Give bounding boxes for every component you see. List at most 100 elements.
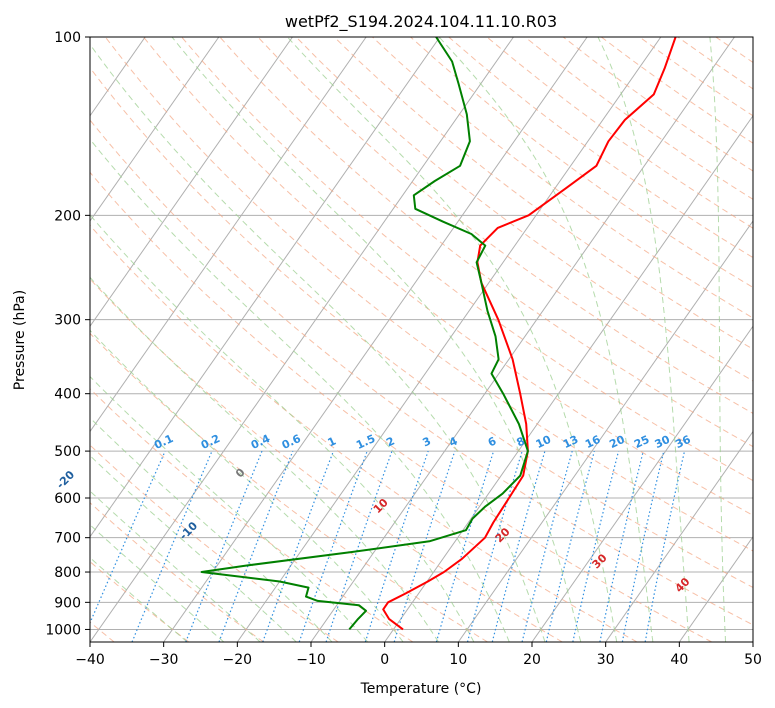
x-tick-label: −20 — [223, 652, 253, 668]
moist-adiabat-line — [90, 329, 404, 642]
y-axis-label: Pressure (hPa) — [12, 290, 28, 390]
mixing-ratio-line — [298, 450, 368, 642]
dry-adiabat-line — [219, 37, 753, 448]
mixing-ratio-line — [466, 450, 523, 642]
mixing-ratio-label: 2 — [384, 434, 396, 449]
mixing-ratio-label: 10 — [534, 433, 554, 451]
isotherm-line — [90, 37, 367, 433]
mixing-ratio-label: 1 — [326, 434, 338, 449]
dry-adiabat-line — [372, 37, 753, 319]
isotherm-line — [605, 430, 753, 642]
dry-adiabat-line — [486, 37, 753, 229]
y-tick-label: 400 — [54, 387, 81, 403]
isotherm-line — [678, 535, 753, 642]
moist-adiabat-label: 20 — [493, 525, 513, 545]
isotherm-line — [90, 37, 514, 642]
mixing-ratio-label: 1.5 — [354, 432, 377, 452]
dry-adiabat-line — [90, 444, 339, 642]
x-axis-label: Temperature (°C) — [360, 681, 482, 697]
mixing-ratio-line — [545, 450, 595, 642]
dry-adiabat-line — [754, 37, 775, 642]
dry-adiabat-line — [104, 37, 753, 552]
moist-adiabat-line — [90, 43, 546, 642]
moist-adiabat-line — [90, 138, 510, 642]
isotherm-line — [90, 37, 293, 328]
dry-adiabat-line — [333, 37, 753, 350]
mixing-ratio-label: 4 — [447, 434, 460, 449]
mixing-ratio-line — [393, 450, 456, 642]
dry-adiabat-line — [90, 171, 712, 642]
dry-adiabat-line — [181, 37, 753, 482]
mixing-ratio-line — [90, 450, 166, 625]
mixing-ratio-line — [521, 450, 573, 642]
moist-adiabat-line — [90, 276, 439, 642]
dry-adiabat-line — [90, 278, 563, 642]
moist-adiabat-line — [709, 37, 727, 642]
moist-adiabat-line — [90, 454, 297, 642]
dry-adiabat-line — [295, 37, 753, 382]
mixing-ratio-line — [262, 450, 334, 642]
dry-adiabat-label: -20 — [54, 468, 77, 491]
mixing-ratio-label: 0.4 — [249, 432, 272, 452]
moist-adiabat-line — [597, 37, 690, 642]
dry-adiabat-line — [90, 332, 488, 642]
x-tick-label: 10 — [449, 652, 467, 668]
mixing-ratio-label: 6 — [486, 434, 499, 449]
dry-adiabat-line — [677, 37, 753, 90]
y-tick-label: 800 — [54, 565, 81, 581]
isotherm-line — [310, 37, 735, 642]
dry-adiabat-line — [448, 37, 753, 259]
moist-adiabat-line — [90, 524, 225, 642]
y-tick-label: 500 — [54, 444, 81, 460]
dry-adiabat-line — [715, 37, 753, 64]
isotherm-line — [384, 114, 753, 642]
x-tick-label: 40 — [670, 652, 688, 668]
isotherm-line — [90, 37, 441, 538]
mixing-ratio-line — [364, 450, 429, 642]
isotherm-line — [0, 37, 72, 642]
mixing-ratio-line — [491, 450, 546, 642]
moist-adiabat-label: 30 — [590, 551, 610, 571]
moist-adiabat-label: 10 — [371, 496, 391, 516]
mixing-ratio-line — [572, 450, 620, 642]
chart-title: wetPf2_S194.2024.104.11.10.R03 — [285, 12, 557, 32]
dry-adiabat-line — [90, 119, 753, 626]
mixing-ratio-line — [435, 450, 495, 642]
dry-adiabat-line — [257, 37, 753, 414]
dry-adiabat-line — [143, 37, 753, 516]
mixing-ratio-label: 25 — [632, 433, 651, 451]
sounding-data — [200, 37, 677, 631]
plot-frame — [89, 36, 754, 643]
x-tick-label: 50 — [744, 652, 762, 668]
dry-adiabat-line — [90, 388, 414, 642]
y-tick-label: 300 — [54, 313, 81, 329]
x-tick-label: −40 — [75, 652, 105, 668]
mixing-ratio-label: 36 — [673, 433, 693, 451]
isotherm-line — [163, 37, 588, 642]
mixing-ratio-line — [131, 450, 213, 642]
mixing-ratio-line — [644, 450, 686, 642]
temperature-profile — [382, 37, 677, 631]
mixing-ratio-label: 0.1 — [152, 432, 175, 452]
moist-adiabat-line — [90, 490, 261, 642]
moist-adiabat-line — [90, 417, 333, 642]
moist-adiabat-label: 40 — [673, 575, 693, 595]
y-tick-label: 1000 — [45, 622, 81, 638]
x-tick-label: 0 — [380, 652, 389, 668]
moist-adiabat-line — [90, 214, 475, 642]
mixing-ratio-label: 16 — [583, 433, 603, 451]
dry-adiabat-line — [90, 502, 264, 642]
dry-adiabat-line — [601, 37, 753, 144]
mixing-ratio-label: 30 — [653, 433, 673, 451]
isotherm-line — [90, 37, 220, 222]
isotherm-line — [531, 325, 753, 642]
mixing-ratio-label: 13 — [561, 433, 580, 451]
dry-adiabat-label: -10 — [177, 519, 200, 542]
x-tick-label: −10 — [296, 652, 326, 668]
mixing-ratio-line — [325, 450, 393, 642]
y-tick-label: 100 — [54, 30, 81, 46]
isotherm-line — [236, 37, 662, 642]
y-tick-label: 600 — [54, 491, 81, 507]
moist-adiabat-line — [90, 556, 188, 642]
